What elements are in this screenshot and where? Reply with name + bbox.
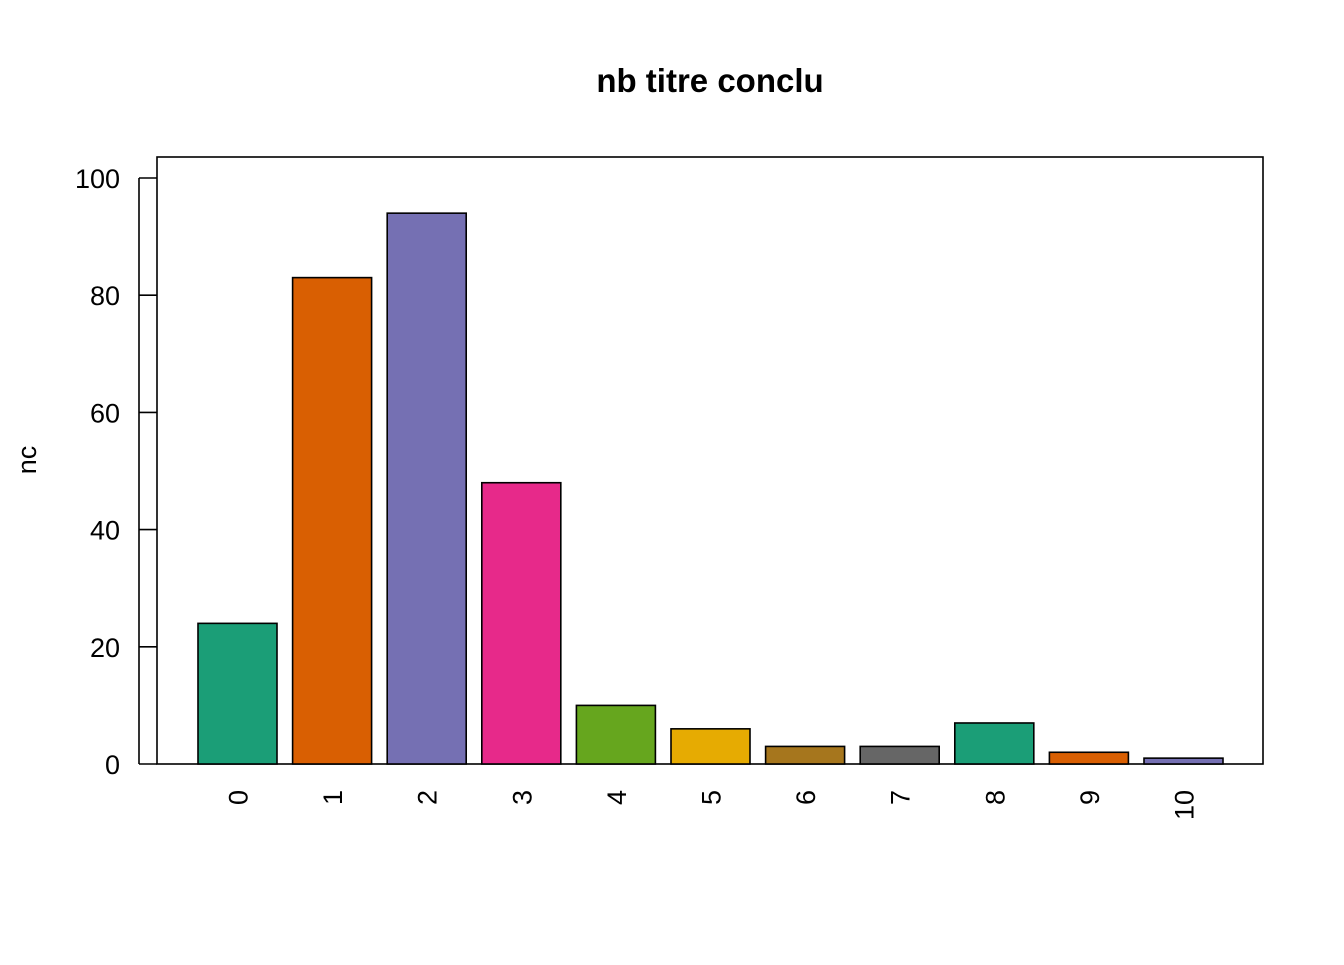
bar-9 <box>1048 751 1130 765</box>
bar-3 <box>480 481 562 765</box>
x-tick-label: 1 <box>318 790 348 805</box>
x-tick-label: 9 <box>1075 790 1105 805</box>
bar-2 <box>386 212 468 765</box>
bar-10 <box>1143 757 1224 765</box>
y-tick-label: 80 <box>90 281 120 311</box>
bar-7 <box>859 745 941 765</box>
bar-1 <box>291 276 373 765</box>
bar-8 <box>953 722 1035 765</box>
y-tick-label: 100 <box>75 164 120 194</box>
bar-5 <box>670 728 751 765</box>
bar-0 <box>197 622 278 765</box>
x-tick-label: 4 <box>602 790 632 805</box>
x-tick-label: 7 <box>886 790 916 805</box>
bar-4 <box>575 704 657 765</box>
x-tick-label: 2 <box>413 790 443 805</box>
x-tick-label: 3 <box>507 790 537 805</box>
x-tick-label: 0 <box>224 790 254 805</box>
x-tick-label: 5 <box>697 790 727 805</box>
y-tick-label: 0 <box>105 750 120 780</box>
chart-title: nb titre conclu <box>596 62 823 99</box>
y-tick-label: 60 <box>90 398 120 428</box>
x-tick-label: 6 <box>791 790 821 805</box>
y-tick-label: 20 <box>90 633 120 663</box>
y-tick-label: 40 <box>90 516 120 546</box>
x-tick-label: 10 <box>1170 790 1200 820</box>
bar-6 <box>764 745 846 765</box>
y-axis-label: nc <box>12 446 42 475</box>
x-tick-label: 8 <box>980 790 1010 805</box>
plot-area: 0 20 40 60 80 100 0 1 2 3 4 5 6 7 8 9 10 <box>75 156 1264 820</box>
